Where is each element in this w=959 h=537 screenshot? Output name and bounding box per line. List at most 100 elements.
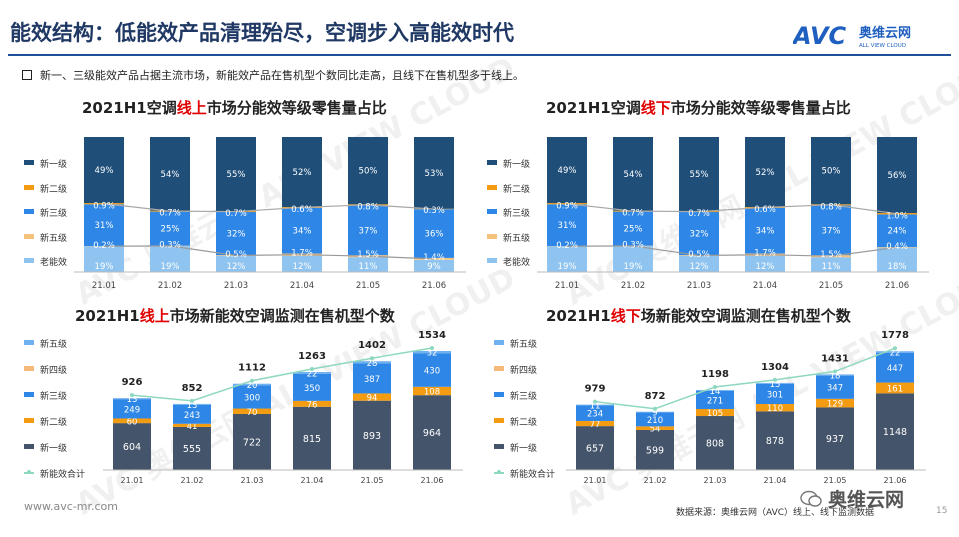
data-label: 0.2%	[93, 241, 115, 251]
total-label: 1534	[418, 330, 446, 341]
x-tick-label: 21.01	[584, 476, 607, 485]
bar-segment-新一级	[150, 137, 190, 211]
legend-swatch	[487, 258, 497, 263]
bar-segment-新一级	[173, 426, 211, 470]
bar-segment-新三级	[877, 214, 917, 248]
series-line-新二级	[566, 203, 898, 215]
title-highlight: 线上	[176, 99, 207, 117]
chart-title-offline-share: 2021H1空调线下市场分能效等级零售量占比	[546, 97, 851, 118]
data-label: 350	[304, 384, 320, 394]
bar-segment-新一级	[353, 400, 391, 470]
legend-label: 新一级	[510, 444, 538, 454]
bar-segment-新三级	[636, 412, 674, 427]
data-label: 55%	[227, 170, 246, 180]
bar-segment-新二级	[576, 420, 614, 427]
bar-segment-新一级	[216, 137, 256, 212]
data-label: 24%	[888, 227, 907, 237]
data-label: 50%	[359, 167, 378, 177]
bar-segment-新二级	[816, 398, 854, 408]
data-label: 1.4%	[423, 253, 445, 263]
bar-segment-新一级	[613, 137, 653, 211]
bar-segment-老能效	[547, 246, 587, 272]
x-tick-label: 21.02	[158, 281, 182, 291]
bar-segment-新三级	[113, 399, 151, 419]
total-marker	[653, 406, 657, 411]
data-label: 210	[647, 416, 663, 426]
data-label: 54%	[624, 170, 643, 180]
footer-url[interactable]: www.avc-mr.com	[24, 500, 118, 513]
bar-segment-新五级	[816, 374, 854, 376]
total-marker	[130, 393, 134, 398]
bar-segment-新五级	[756, 382, 794, 384]
bar-segment-新三级	[216, 212, 256, 256]
bar-segment-新三级	[679, 212, 719, 256]
bar-segment-新五级	[696, 389, 734, 391]
data-label: 722	[243, 437, 261, 448]
bar-segment-新三级	[745, 207, 785, 254]
logo-en: ALL VIEW CLOUD	[859, 43, 906, 49]
data-label: 11%	[822, 262, 841, 272]
data-label: 234	[587, 410, 603, 420]
data-label: 0.8%	[357, 202, 379, 212]
data-label: 11%	[359, 262, 378, 272]
legend-label: 新三级	[503, 209, 531, 219]
legend-label: 新一级	[40, 160, 68, 170]
data-label: 0.3%	[159, 241, 181, 251]
total-label: 1198	[701, 369, 729, 380]
bar-segment-老能效	[613, 246, 653, 272]
title-divider	[8, 54, 951, 56]
bar-segment-新一级	[282, 137, 322, 207]
data-label: 19%	[558, 262, 577, 272]
data-label: 1.7%	[754, 249, 776, 259]
bar-segment-新五级	[413, 350, 451, 354]
bar-segment-老能效	[150, 246, 190, 272]
data-label: 18	[830, 372, 841, 382]
bar-segment-新二级	[293, 400, 331, 407]
bar-segment-老能效	[414, 259, 454, 272]
title-part: 市场分能效等级零售量占比	[206, 99, 387, 117]
bar-segment-新二级	[756, 404, 794, 412]
title-part: 2021H1	[546, 307, 611, 325]
data-label: 34%	[756, 227, 775, 237]
total-marker	[833, 369, 837, 374]
data-label: 0.7%	[225, 209, 247, 219]
legend-swatch	[24, 418, 34, 423]
page-number: 15	[936, 506, 948, 516]
data-label: 25%	[624, 225, 643, 235]
x-tick-label: 21.03	[704, 476, 727, 485]
x-tick-label: 21.06	[884, 476, 907, 485]
data-label: 20	[247, 381, 258, 391]
data-label: 0.3%	[423, 206, 445, 216]
bar-segment-新二级	[636, 426, 674, 430]
chart-online-models: 6046024913555412431372270300208157635022…	[103, 330, 463, 485]
bar-segment-新五级	[877, 247, 917, 248]
data-label: 28	[367, 359, 378, 369]
data-label: 301	[767, 390, 783, 400]
data-label: 0.4%	[886, 242, 908, 252]
data-label: 94	[367, 394, 378, 404]
data-label: 599	[646, 445, 664, 456]
wechat-icon	[800, 490, 822, 507]
bar-segment-新一级	[745, 137, 785, 207]
bar-segment-新三级	[233, 385, 271, 409]
total-marker	[430, 345, 434, 350]
legend-label: 老能效	[40, 258, 68, 268]
data-label: 55%	[690, 170, 709, 180]
legend-swatch	[494, 366, 504, 371]
legend-swatch	[494, 340, 504, 345]
data-label: 387	[364, 375, 380, 385]
bar-segment-老能效	[282, 255, 322, 272]
bar-segment-新一级	[413, 395, 451, 470]
legend-swatch	[24, 160, 34, 165]
data-label: 76	[307, 400, 318, 410]
data-label: 31%	[95, 221, 114, 231]
legend-swatch	[24, 209, 34, 214]
logo-mark: AVC	[793, 22, 847, 50]
x-tick-label: 21.05	[819, 281, 843, 291]
x-tick-label: 21.04	[290, 281, 314, 291]
title-part: 2021H1	[75, 307, 140, 325]
data-label: 300	[244, 393, 260, 403]
series-line-新二级	[103, 203, 435, 213]
legend-label: 老能效	[503, 258, 531, 268]
